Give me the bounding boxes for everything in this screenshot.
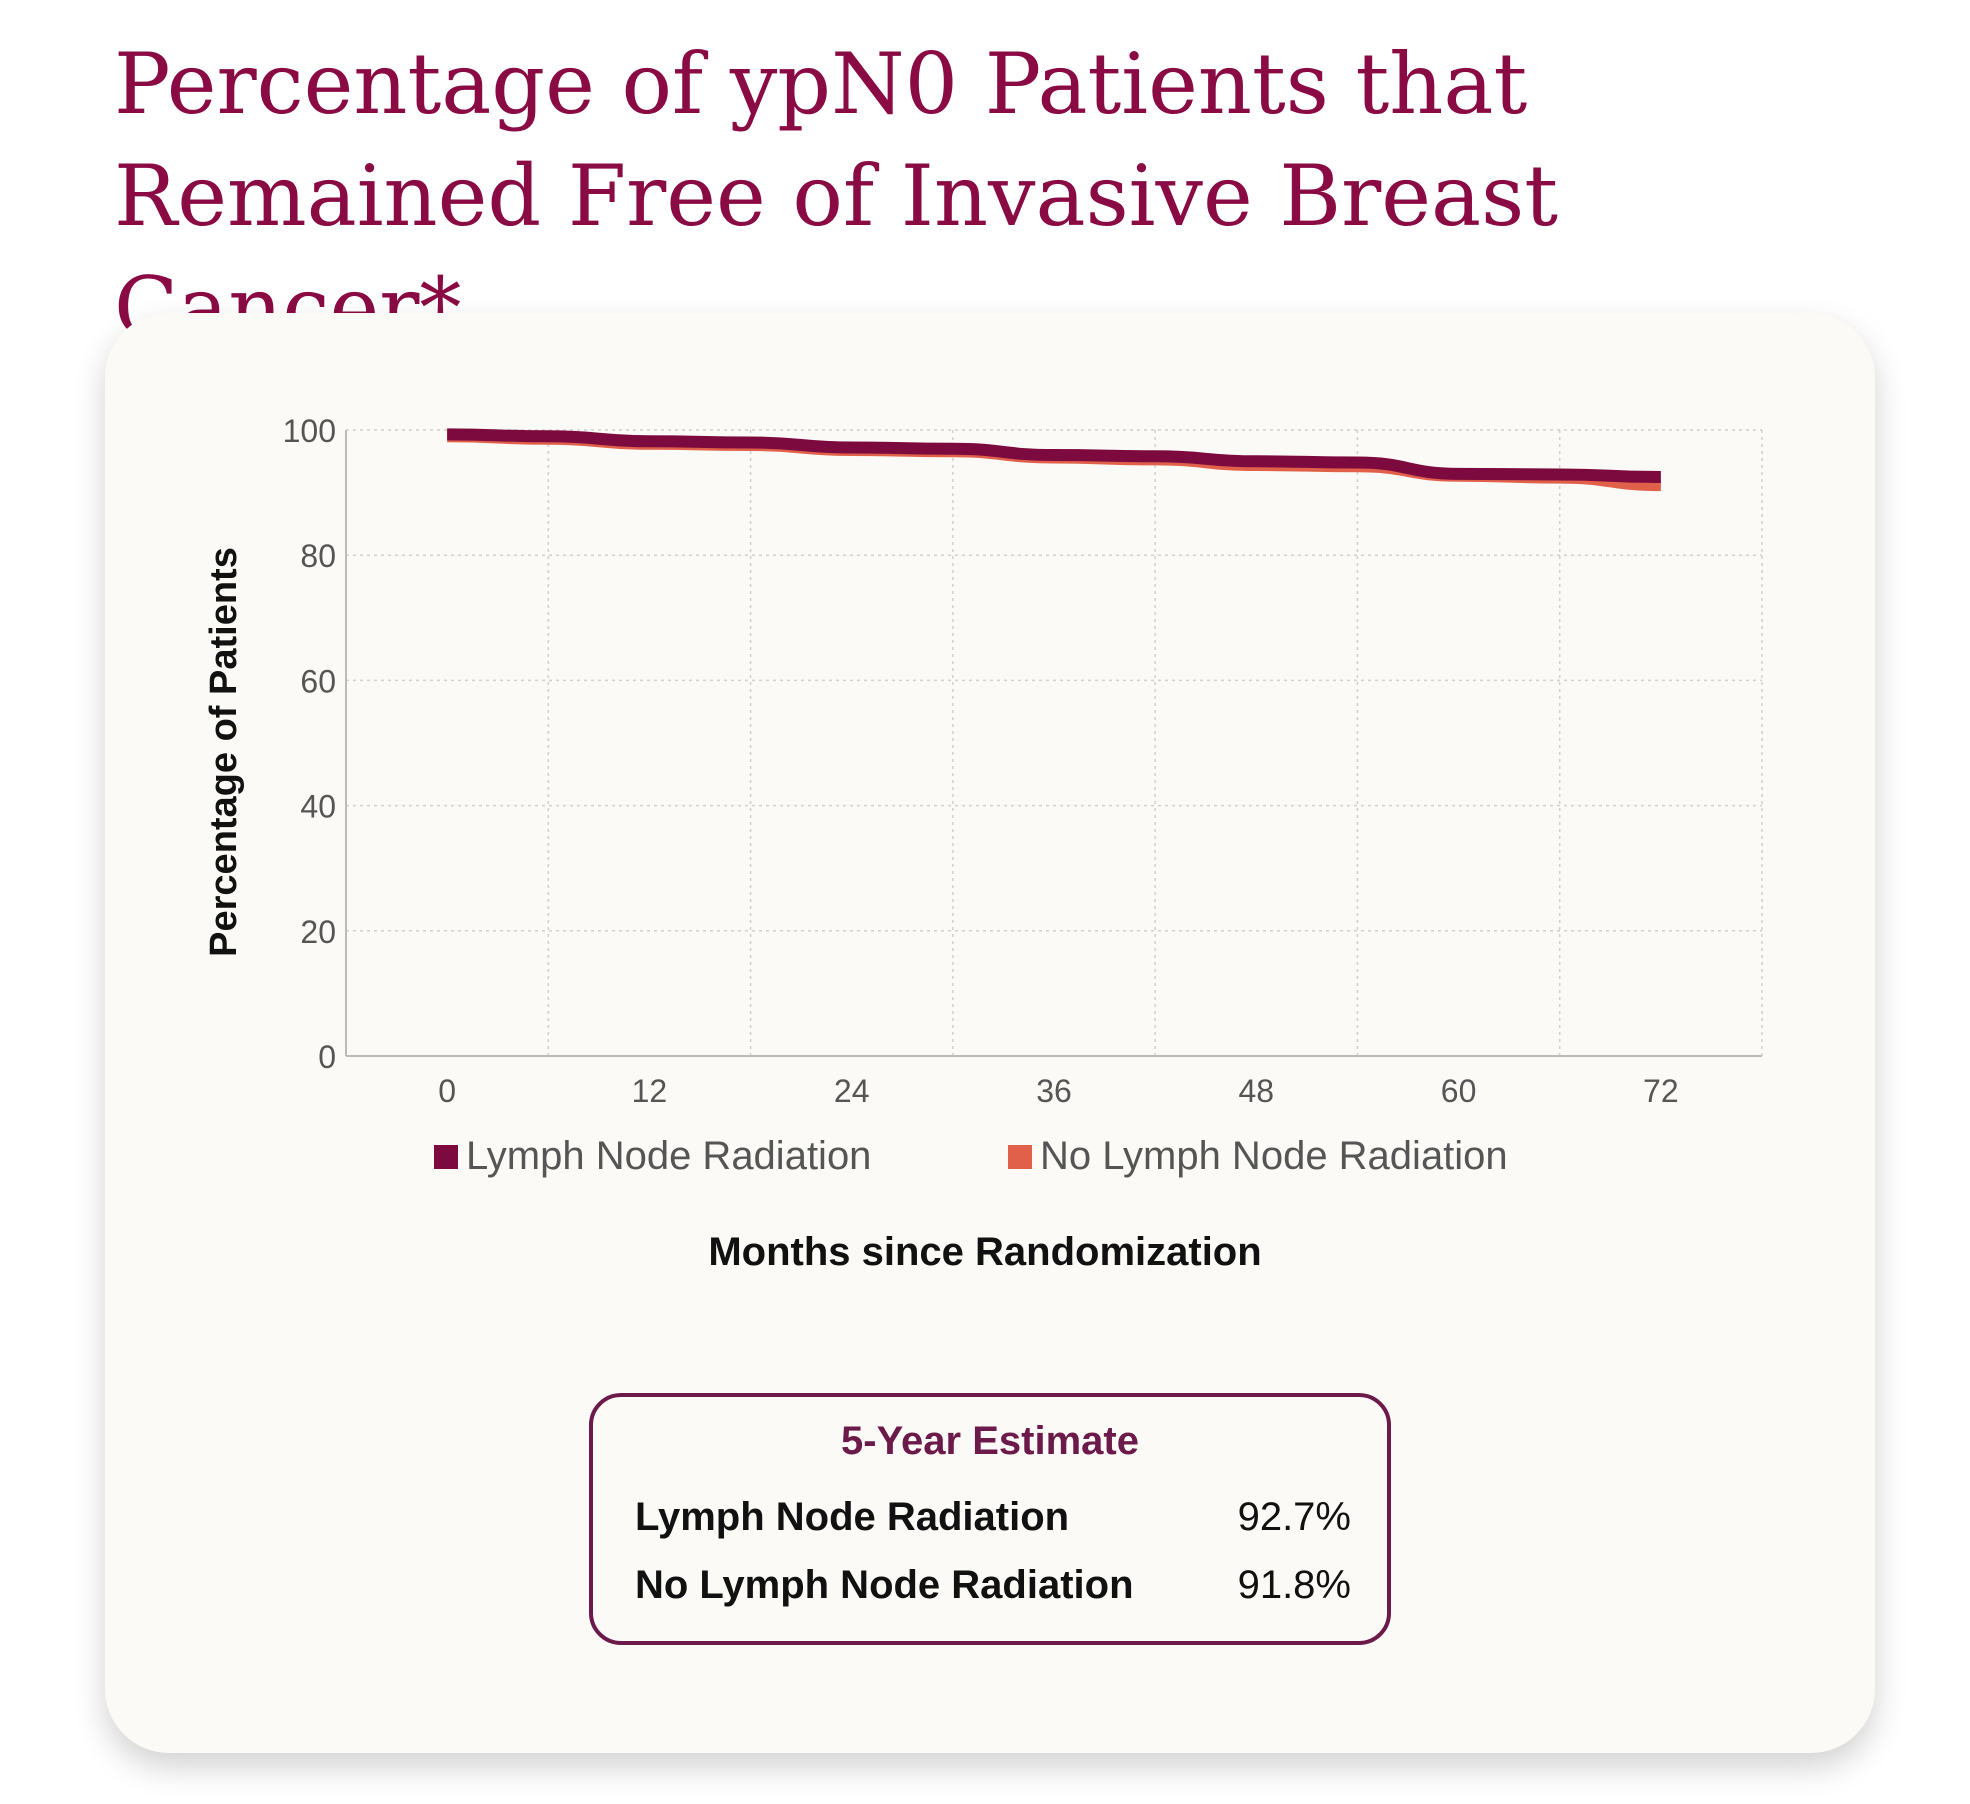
y-tick-label: 80 bbox=[300, 538, 336, 574]
x-tick-label: 72 bbox=[1643, 1073, 1679, 1109]
estimate-title: 5-Year Estimate bbox=[841, 1419, 1139, 1463]
y-tick-label: 20 bbox=[300, 914, 336, 950]
five-year-estimate-box: 5-Year Estimate Lymph Node Radiation 92.… bbox=[589, 1393, 1391, 1645]
series-line-lymph-node-radiation bbox=[447, 428, 1661, 483]
tick-labels: 0 20 40 60 80 100 0 12 24 36 48 60 72 bbox=[283, 413, 1679, 1109]
estimate-value: 91.8% bbox=[1237, 1563, 1351, 1607]
x-tick-label: 24 bbox=[834, 1073, 870, 1109]
axis-layer bbox=[345, 430, 1762, 1057]
y-tick-label: 60 bbox=[300, 663, 336, 699]
page-title: Percentage of ypN0 Patients that Remaine… bbox=[114, 35, 1558, 357]
estimate-row: No Lymph Node Radiation 91.8% bbox=[635, 1563, 1351, 1613]
series-layer bbox=[447, 428, 1661, 492]
estimate-value: 92.7% bbox=[1237, 1495, 1351, 1539]
legend-item-no-lymph-node-radiation: No Lymph Node Radiation bbox=[1008, 1134, 1508, 1179]
legend-swatch bbox=[434, 1144, 458, 1169]
x-tick-label: 36 bbox=[1036, 1073, 1072, 1109]
legend-swatch bbox=[1008, 1144, 1032, 1169]
x-tick-label: 48 bbox=[1238, 1073, 1274, 1109]
legend-label: Lymph Node Radiation bbox=[466, 1134, 872, 1178]
legend-label: No Lymph Node Radiation bbox=[1040, 1134, 1508, 1178]
x-axis-label: Months since Randomization bbox=[708, 1230, 1262, 1274]
x-tick-label: 60 bbox=[1441, 1073, 1477, 1109]
grid-layer bbox=[346, 429, 1763, 1056]
y-tick-label: 0 bbox=[318, 1039, 336, 1075]
estimate-row: Lymph Node Radiation 92.7% bbox=[635, 1495, 1351, 1545]
chart-legend: Lymph Node Radiation No Lymph Node Radia… bbox=[0, 1134, 1970, 1194]
x-tick-label: 12 bbox=[632, 1073, 668, 1109]
y-axis-label: Percentage of Patients bbox=[203, 547, 245, 957]
x-tick-label: 0 bbox=[438, 1073, 456, 1109]
estimate-label: Lymph Node Radiation bbox=[635, 1495, 1070, 1539]
estimate-label: No Lymph Node Radiation bbox=[635, 1563, 1134, 1607]
y-tick-label: 40 bbox=[300, 789, 336, 825]
legend-item-lymph-node-radiation: Lymph Node Radiation bbox=[434, 1134, 871, 1179]
y-tick-label: 100 bbox=[283, 413, 336, 449]
line-chart: 0 20 40 60 80 100 0 12 24 36 48 60 72 Percentage of … bbox=[203, 413, 1763, 1109]
